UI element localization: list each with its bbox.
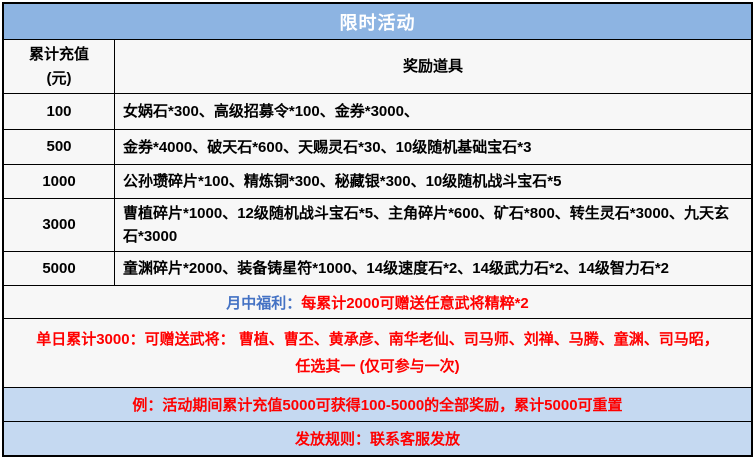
mid-month-text: 每累计2000可赠送任意武将精粹*2 (301, 294, 529, 312)
amount-cell: 100 (4, 94, 115, 129)
mid-month-label: 月中福利： (226, 294, 302, 312)
amount-cell: 3000 (4, 199, 115, 251)
amount-cell: 1000 (4, 165, 115, 198)
table-row: 1000 公孙瓒碎片*100、精炼铜*300、秘藏银*300、10级随机战斗宝石… (4, 165, 751, 199)
table-row: 3000 曹植碎片*1000、12级随机战斗宝石*5、主角碎片*600、矿石*8… (4, 199, 751, 252)
table-row: 5000 童渊碎片*2000、装备铸星符*1000、14级速度石*2、14级武力… (4, 252, 751, 286)
daily-bonus-line2: 任选其一 (仅可参与一次) (295, 358, 460, 375)
daily-bonus-line1: 单日累计3000：可赠送武将： 曹植、曹丕、黄承彦、南华老仙、司马师、刘禅、马腾… (36, 331, 719, 348)
amount-cell: 500 (4, 130, 115, 164)
amount-header-line1: 累计充值 (28, 45, 89, 63)
table-row: 500 金券*4000、破天石*600、天赐灵石*30、10级随机基础宝石*3 (4, 130, 751, 165)
amount-column-header: 累计充值 (元) (4, 40, 115, 93)
page-title: 限时活动 (4, 4, 751, 40)
reward-cell: 金券*4000、破天石*600、天赐灵石*30、10级随机基础宝石*3 (123, 138, 532, 156)
table-row: 100 女娲石*300、高级招募令*100、金券*3000、 (4, 94, 751, 130)
daily-bonus-note: 单日累计3000：可赠送武将： 曹植、曹丕、黄承彦、南华老仙、司马师、刘禅、马腾… (4, 319, 751, 388)
column-header-row: 累计充值 (元) 奖励道具 (4, 40, 751, 94)
reward-cell: 曹植碎片*1000、12级随机战斗宝石*5、主角碎片*600、矿石*800、转生… (123, 205, 730, 245)
example-note: 例：活动期间累计充值5000可获得100-5000的全部奖励，累计5000可重置 (4, 388, 751, 422)
amount-cell: 5000 (4, 252, 115, 285)
amount-header-line2: (元) (46, 69, 72, 87)
reward-column-header: 奖励道具 (402, 58, 463, 75)
distribution-rule-note: 发放规则：联系客服发放 (4, 422, 751, 455)
reward-cell: 女娲石*300、高级招募令*100、金券*3000、 (123, 103, 419, 120)
reward-cell: 童渊碎片*2000、装备铸星符*1000、14级速度石*2、14级武力石*2、1… (123, 260, 670, 277)
mid-month-bonus-note: 月中福利： 每累计2000可赠送任意武将精粹*2 (4, 286, 751, 319)
reward-cell: 公孙瓒碎片*100、精炼铜*300、秘藏银*300、10级随机战斗宝石*5 (123, 173, 562, 190)
